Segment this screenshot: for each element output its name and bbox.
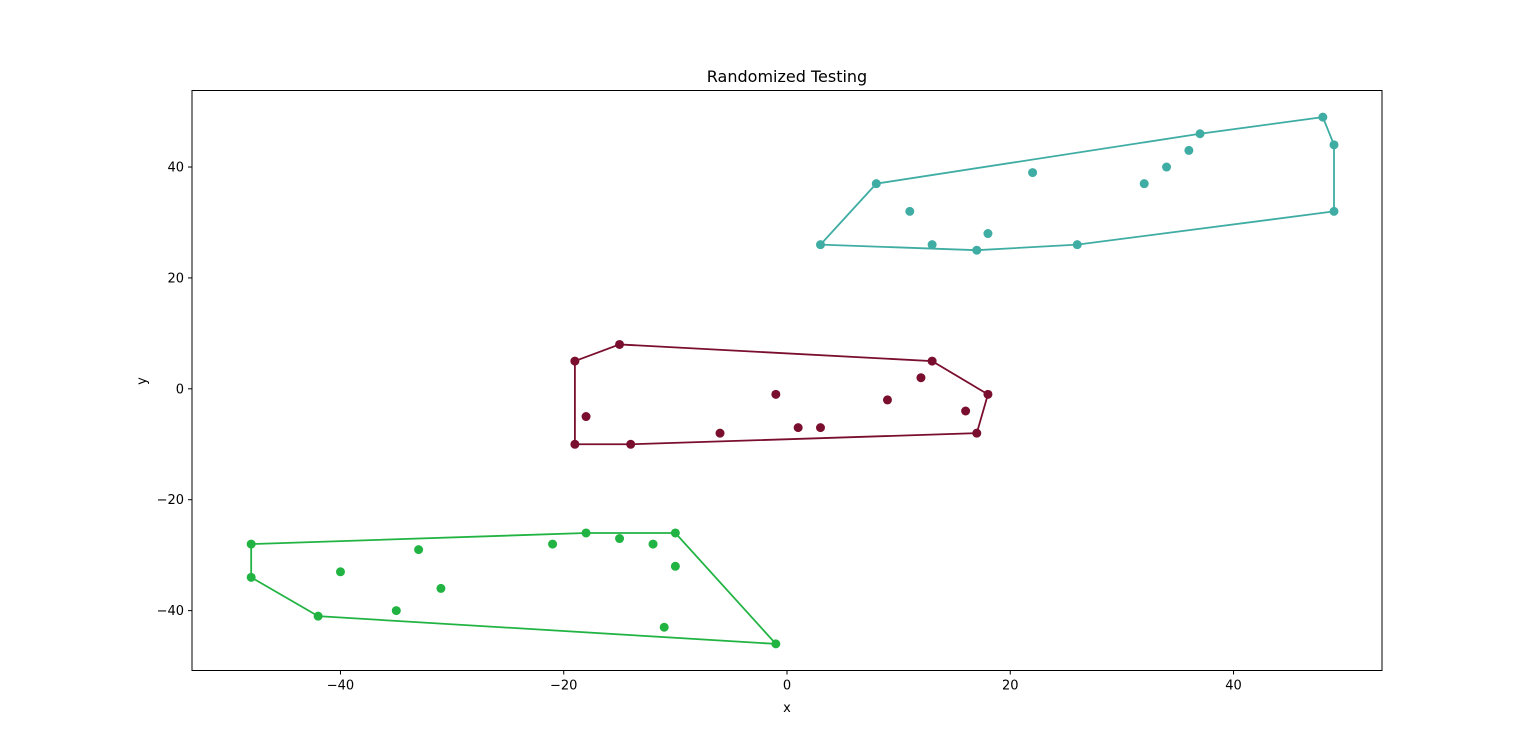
y-tick-label: 40	[167, 161, 184, 176]
data-point	[246, 572, 256, 582]
data-point	[570, 439, 580, 449]
data-point	[626, 439, 636, 449]
x-tick-label: 0	[783, 679, 791, 694]
data-point	[983, 229, 993, 239]
data-point	[335, 567, 345, 577]
data-point	[882, 395, 892, 405]
data-point	[1162, 162, 1172, 172]
data-point	[815, 240, 825, 250]
data-point	[615, 339, 625, 349]
y-axis-ticks: −40 −20 0 20 40	[157, 161, 192, 619]
plot-area	[192, 90, 1382, 671]
data-point	[871, 179, 881, 189]
points-layer	[246, 112, 1339, 649]
data-point	[391, 606, 401, 616]
data-point	[1329, 140, 1339, 150]
data-point	[414, 545, 424, 555]
data-point	[961, 406, 971, 416]
y-tick-label: 20	[167, 271, 184, 286]
data-point	[570, 356, 580, 366]
data-point	[1028, 168, 1038, 178]
data-point	[983, 389, 993, 399]
data-point	[815, 423, 825, 433]
data-point	[436, 583, 446, 593]
data-point	[1139, 179, 1149, 189]
data-point	[581, 412, 591, 422]
data-point	[670, 561, 680, 571]
x-tick-label: −40	[327, 679, 354, 694]
y-tick-label: −20	[157, 493, 184, 508]
data-point	[715, 428, 725, 438]
data-point	[771, 389, 781, 399]
data-point	[1195, 129, 1205, 139]
y-tick-label: −40	[157, 604, 184, 619]
data-point	[972, 428, 982, 438]
data-point	[659, 622, 669, 632]
data-point	[927, 240, 937, 250]
data-point	[1184, 145, 1194, 155]
data-point	[246, 539, 256, 549]
x-tick-label: 20	[1002, 679, 1019, 694]
chart-title: Randomized Testing	[707, 67, 867, 86]
data-point	[793, 423, 803, 433]
data-point	[1072, 240, 1082, 250]
data-point	[771, 639, 781, 649]
data-point	[972, 245, 982, 255]
data-point	[905, 206, 915, 216]
data-point	[1329, 206, 1339, 216]
data-point	[1318, 112, 1328, 122]
y-tick-label: 0	[176, 382, 184, 397]
data-point	[548, 539, 558, 549]
data-point	[615, 534, 625, 544]
y-axis-label: y	[135, 377, 150, 385]
data-point	[581, 528, 591, 538]
data-point	[313, 611, 323, 621]
x-axis-label: x	[783, 701, 791, 716]
x-tick-label: 40	[1225, 679, 1242, 694]
data-point	[927, 356, 937, 366]
data-point	[648, 539, 658, 549]
x-axis-ticks: −40 −20 0 20 40	[327, 670, 1242, 694]
data-point	[916, 373, 926, 383]
data-point	[670, 528, 680, 538]
x-tick-label: −20	[550, 679, 577, 694]
hull-line-2	[574, 343, 989, 446]
